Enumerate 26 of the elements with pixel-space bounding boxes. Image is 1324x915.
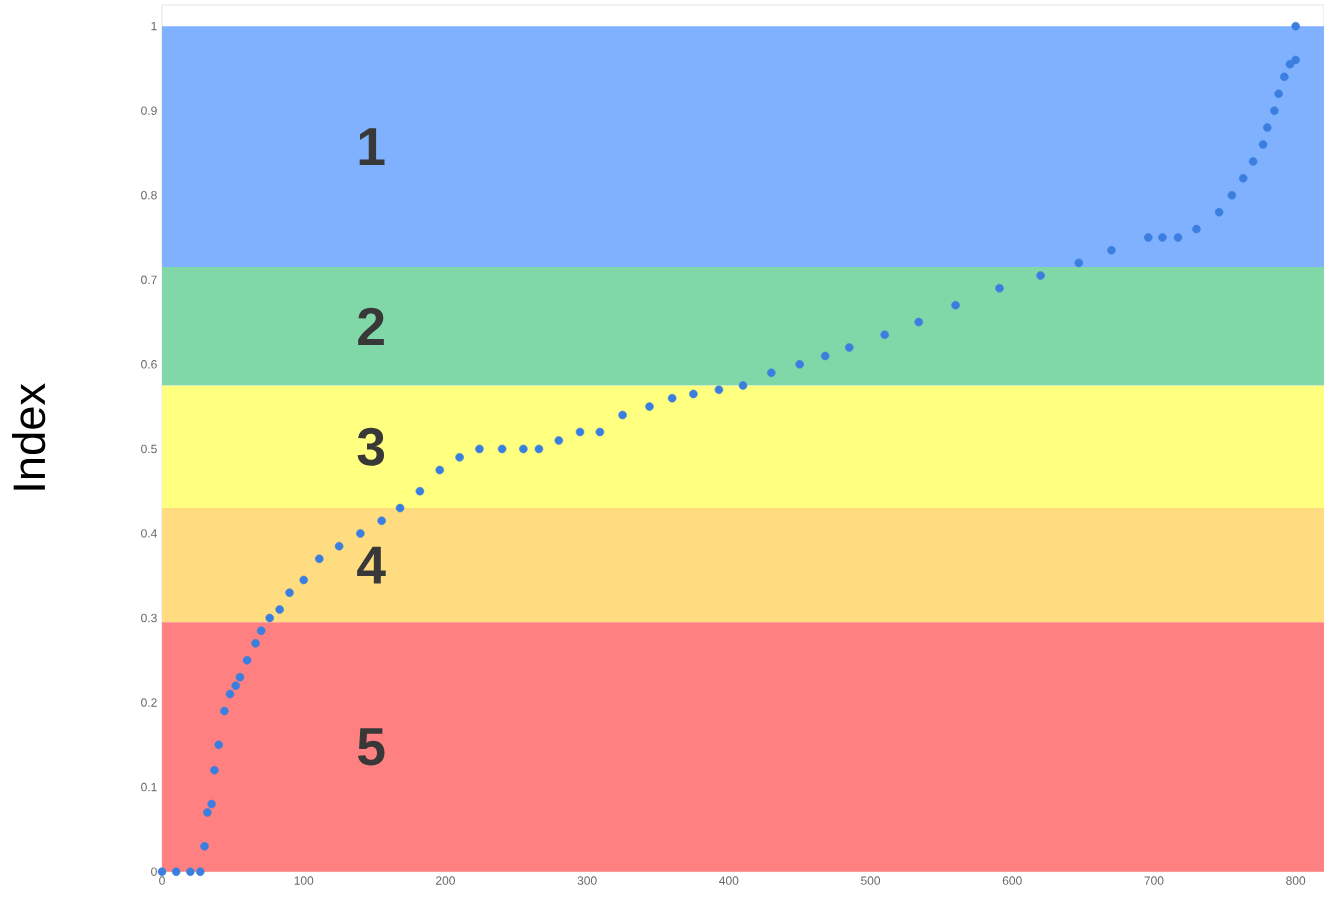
y-tick-label: 0.3 <box>141 613 157 623</box>
x-tick-label: 500 <box>861 876 881 886</box>
band-label: 4 <box>357 546 386 584</box>
y-tick-label: 0.4 <box>141 529 157 538</box>
y-tick-label: 0.1 <box>141 783 157 792</box>
y-tick-label: 0.7 <box>141 275 157 285</box>
band-label: 5 <box>357 728 385 766</box>
y-tick-label: 1 <box>151 22 157 31</box>
y-tick-label: 0.6 <box>141 360 157 369</box>
x-tick-label: 0 <box>159 876 165 886</box>
y-tick-label: 0.8 <box>141 191 157 200</box>
band-label: 1 <box>359 128 385 166</box>
x-tick-label: 100 <box>294 876 314 886</box>
band-label: 2 <box>358 307 384 346</box>
y-tick-label: 0.5 <box>141 444 157 454</box>
x-tick-label: 200 <box>436 876 455 886</box>
y-tick-label: 0 <box>151 867 157 877</box>
x-tick-label: 800 <box>1286 876 1306 886</box>
x-tick-label: 400 <box>719 876 739 886</box>
y-axis-title: Index <box>12 383 46 490</box>
y-tick-label: 0.9 <box>141 106 157 116</box>
y-tick-label: 0.2 <box>141 698 157 707</box>
x-tick-label: 600 <box>1002 876 1022 886</box>
x-tick-label: 300 <box>577 876 597 886</box>
x-tick-label: 700 <box>1144 876 1164 886</box>
band-label: 3 <box>357 428 385 466</box>
